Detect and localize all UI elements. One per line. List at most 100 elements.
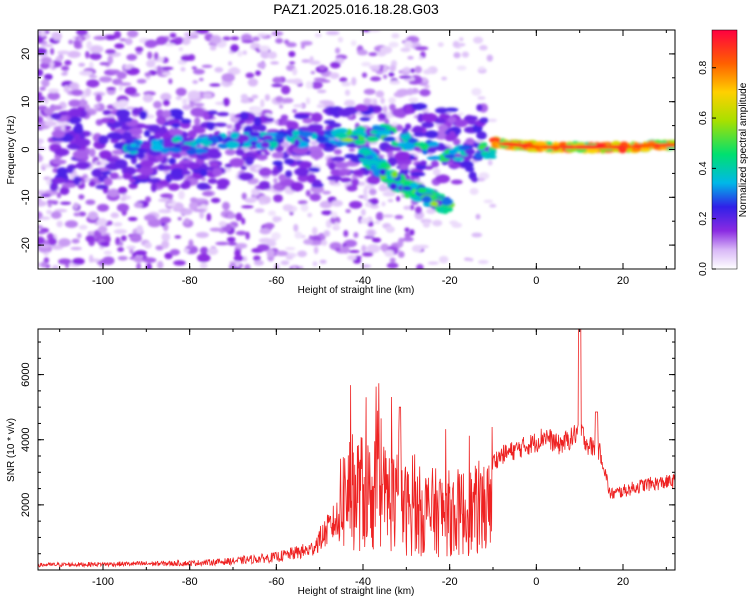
spectral-blob [85,199,96,205]
y-tick-label: 6000 [20,362,32,386]
spectral-blob [266,249,275,258]
colorbar-tick-label: 0.8 [698,60,709,74]
spectral-blob [75,161,91,170]
spectral-blob [327,175,342,181]
spectral-blob [71,89,84,96]
spectral-blob [488,118,497,123]
spectral-blob [106,220,113,226]
spectral-blob [368,30,381,33]
spectral-blob [97,225,108,234]
main-title: PAZ1.2025.016.18.28.G03 [273,1,439,17]
spectral-blob [184,218,190,225]
spectral-blob [64,220,78,228]
spectral-blob [56,220,63,228]
spectral-blob [240,165,247,171]
spectral-blob [244,263,251,269]
spectral-blob [174,235,182,239]
spectral-blob [301,59,311,63]
spectral-blob [290,181,304,192]
spectral-blob [403,205,411,210]
spectral-blob [262,134,273,140]
spectral-blob [38,196,42,203]
spectral-blob [337,36,344,43]
spectral-blob [427,146,437,154]
spectral-blob [191,142,198,148]
spectral-blob [144,196,152,203]
spectral-blob [238,172,254,181]
spectral-blob [307,212,313,218]
spectral-blob [351,76,357,86]
spectral-blob [474,151,483,160]
spectral-blob [478,66,486,71]
spectral-blob [256,124,267,131]
spectral-blob [454,119,468,128]
spectral-blob [78,194,85,200]
spectral-blob [161,232,171,242]
spectral-blob [272,76,283,84]
spectral-blob [51,159,67,165]
spectral-blob [435,174,450,184]
spectral-blob [452,156,465,162]
spectral-blob [127,216,138,222]
spectral-blob [452,40,460,48]
spectral-blob [171,123,181,129]
spectral-blob [242,50,248,55]
spectral-blob [257,154,268,161]
spectral-blob [40,62,50,70]
spectral-blob [480,151,488,156]
spectral-blob [222,36,231,41]
spectral-blob [76,30,88,36]
spectral-blob [375,70,384,75]
spectral-blob [380,97,385,104]
x-tick-label: -80 [182,576,198,588]
snr-panel: -100 -80 -60 -40 -20 0 20 2000 4000 6000 Height … [6,328,676,597]
spectral-blob [175,87,187,97]
spectral-blob [402,142,416,151]
spectral-blob [207,110,218,115]
spectral-blob [156,116,167,125]
spectral-blob [429,201,439,207]
spectral-blob [316,89,327,94]
spectral-blob [40,193,52,198]
x-tick-label: -20 [442,576,458,588]
spectral-blob [142,94,154,103]
x-tick-label: 20 [617,275,629,287]
spectral-blob [360,264,372,268]
spectral-blob [300,43,306,50]
spectral-blob [156,65,162,74]
spectral-blob [361,72,368,78]
spectral-blob [60,201,72,205]
spectral-blob [103,34,117,41]
spectral-blob [174,37,184,42]
spectral-blob [334,128,349,134]
spectral-blob [293,224,299,232]
spectral-blob [38,36,44,44]
spectral-blob [227,212,236,219]
spectral-blob [341,81,351,87]
spectral-blob [117,246,125,253]
spectral-blob [118,116,133,123]
spectral-blob [143,129,151,138]
x-tick-label: -60 [268,275,284,287]
spectral-blob [88,180,96,187]
spectral-blob [409,229,415,236]
spectral-blob [129,143,138,148]
spectral-blob [427,67,432,75]
spectral-blob [210,197,221,204]
spectral-blob [292,67,298,76]
spectral-blob [69,83,77,89]
x-tick-label: -100 [92,275,114,287]
spectral-blob [139,165,154,176]
spectral-blob [421,113,438,123]
spectral-blob [68,108,82,118]
spectral-blob [294,114,310,119]
spectral-blob [38,91,43,97]
spectral-blob [180,144,191,151]
spectral-blob [159,125,167,134]
spectral-blob [48,237,57,246]
spectral-blob [61,65,70,71]
spectral-blob [111,149,125,155]
spectral-blob [113,30,121,39]
spectral-blob [153,100,162,109]
spectral-blob [354,104,369,112]
